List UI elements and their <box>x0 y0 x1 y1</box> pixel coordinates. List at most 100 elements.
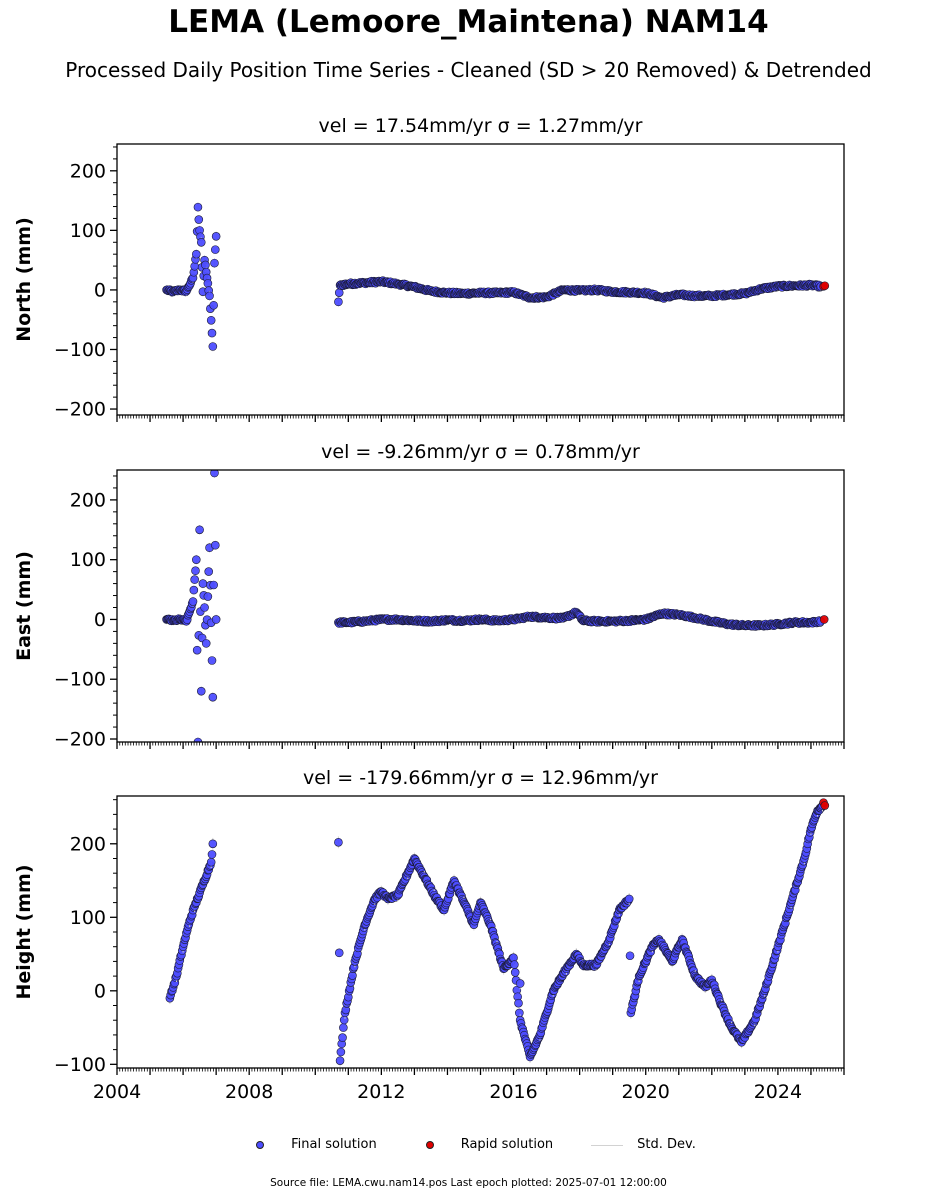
final-solution-point <box>208 839 218 849</box>
final-solution-point <box>336 1047 346 1057</box>
final-solution-point <box>203 592 213 601</box>
final-solution-point <box>334 838 343 847</box>
final-solution-point <box>200 603 209 612</box>
final-solution-point <box>510 968 520 977</box>
legend-item-rapid: Rapid solution <box>411 1137 553 1152</box>
final-solution-point <box>204 567 214 576</box>
legend: Final solution Rapid solution Std. Dev. <box>0 1137 937 1152</box>
y-tick-label: 100 <box>70 220 106 242</box>
final-solution-point <box>196 237 206 247</box>
x-tick-label: 2016 <box>489 1081 537 1103</box>
final-solution-point <box>624 894 634 904</box>
y-tick-label: 200 <box>70 160 106 182</box>
final-solution-point <box>334 297 343 307</box>
figure-title: LEMA (Lemoore_Maintena) NAM14 <box>168 4 769 40</box>
final-solution-point <box>209 300 218 310</box>
final-solution-point <box>211 232 221 241</box>
y-tick-label: −100 <box>54 339 106 361</box>
final-solution-point <box>514 998 523 1008</box>
final-solution-point <box>334 948 344 958</box>
final-solution-point <box>192 645 202 655</box>
final-solution-point <box>515 979 525 988</box>
final-solution-point <box>193 737 203 742</box>
final-solution-point <box>207 850 217 859</box>
y-tick-label: −100 <box>54 1054 106 1076</box>
final-solution-point <box>194 215 204 224</box>
panel-title: vel = -179.66mm/yr σ = 12.96mm/yr <box>303 767 658 789</box>
final-solution-point <box>198 579 208 588</box>
legend-item-std: Std. Dev. <box>587 1137 696 1152</box>
final-solution-point <box>211 540 220 550</box>
final-solution-point <box>207 328 217 338</box>
data-layer <box>162 470 829 742</box>
final-solution-point <box>191 566 200 576</box>
final-solution-point <box>510 960 519 969</box>
final-solution-point <box>210 470 219 478</box>
final-solution-point <box>209 580 218 590</box>
legend-marker-final-icon <box>241 1138 281 1152</box>
final-solution-point <box>188 597 198 606</box>
y-axis-label: North (mm) <box>13 217 35 342</box>
y-axis-label: East (mm) <box>13 551 35 661</box>
panel-height: vel = -179.66mm/yr σ = 12.96mm/yr Height … <box>13 767 845 1103</box>
final-solution-point <box>339 1023 348 1032</box>
y-tick-label: 0 <box>94 980 106 1002</box>
panel-title: vel = -9.26mm/yr σ = 0.78mm/yr <box>321 441 640 463</box>
final-solution-point <box>193 202 203 212</box>
y-axis-label: Height (mm) <box>13 864 35 999</box>
data-layer <box>162 202 830 352</box>
y-tick-label: 200 <box>70 833 106 855</box>
final-solution-point <box>190 575 199 584</box>
final-solution-point <box>211 245 220 254</box>
rapid-solution-point <box>820 281 830 291</box>
legend-label-final: Final solution <box>291 1137 377 1152</box>
time-series-figure: vel = 17.54mm/yr σ = 1.27mm/yr North (mm)… <box>13 115 845 1103</box>
panel-title: vel = 17.54mm/yr σ = 1.27mm/yr <box>319 115 643 137</box>
figure-subtitle: Processed Daily Position Time Series - C… <box>65 58 872 82</box>
panel-north: vel = 17.54mm/yr σ = 1.27mm/yr North (mm)… <box>13 115 845 422</box>
final-solution-point <box>206 857 216 867</box>
rapid-solution-point <box>819 615 829 624</box>
final-solution-point <box>339 1015 349 1025</box>
final-solution-point <box>192 249 201 259</box>
final-solution-point <box>201 639 211 648</box>
final-solution-point <box>625 951 635 961</box>
final-solution-point <box>515 1008 524 1018</box>
x-tick-label: 2020 <box>622 1081 670 1103</box>
legend-item-final: Final solution <box>241 1137 377 1152</box>
legend-label-rapid: Rapid solution <box>460 1137 554 1152</box>
y-tick-label: 100 <box>70 907 106 929</box>
final-solution-point <box>189 585 199 595</box>
legend-line-std-icon <box>587 1138 627 1152</box>
y-tick-label: −200 <box>54 399 106 421</box>
plot-frame <box>116 143 845 416</box>
final-solution-point <box>203 279 213 288</box>
x-tick-label: 2004 <box>93 1081 141 1103</box>
final-solution-point <box>208 692 218 702</box>
final-solution-point <box>210 258 219 268</box>
rapid-solution-point <box>820 801 830 810</box>
final-solution-point <box>338 1033 347 1042</box>
final-solution-point <box>196 686 206 696</box>
y-tick-label: 0 <box>94 609 106 631</box>
final-solution-point <box>205 291 214 301</box>
final-solution-point <box>211 615 221 624</box>
final-solution-point <box>208 342 218 351</box>
data-layer <box>165 798 830 1067</box>
plot-frame <box>116 469 845 743</box>
y-tick-label: 0 <box>94 279 106 301</box>
final-solution-point <box>206 316 216 325</box>
final-solution-point <box>201 260 210 270</box>
y-tick-label: −100 <box>54 669 106 691</box>
x-tick-label: 2012 <box>357 1081 405 1103</box>
final-solution-point <box>335 1056 345 1065</box>
y-tick-label: 100 <box>70 549 106 571</box>
legend-marker-rapid-icon <box>411 1138 451 1152</box>
source-footer: Source file: LEMA.cwu.nam14.pos Last epo… <box>270 1177 667 1189</box>
final-solution-point <box>207 656 217 665</box>
y-tick-label: −200 <box>54 729 106 751</box>
final-solution-point <box>192 555 201 564</box>
y-tick-label: 200 <box>70 489 106 511</box>
x-tick-label: 2008 <box>225 1081 273 1103</box>
